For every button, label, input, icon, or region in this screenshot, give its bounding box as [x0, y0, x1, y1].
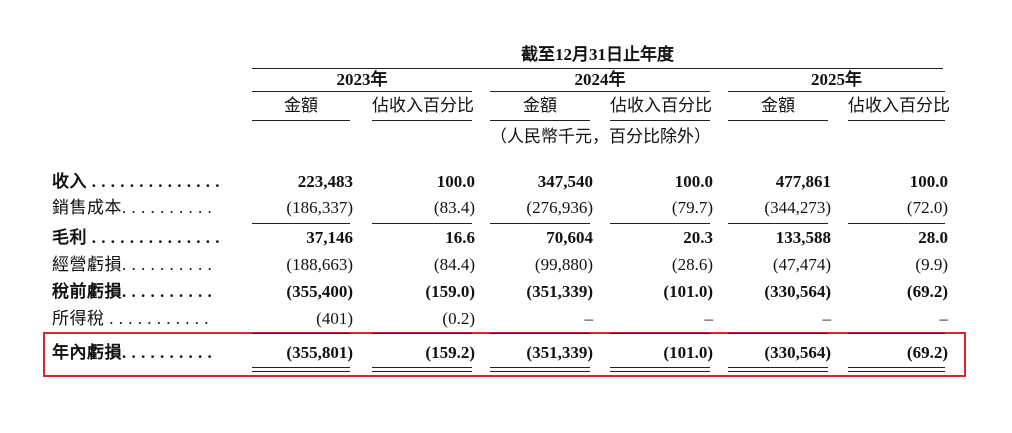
cell-value: 100.0 [436, 172, 475, 191]
cell-value: 20.3 [683, 228, 713, 247]
cell-value: (69.2) [906, 282, 948, 301]
column-header: 金額 [284, 96, 318, 115]
cell-value: 37,146 [306, 228, 353, 247]
rule [610, 367, 710, 368]
rule [848, 367, 945, 368]
cell-value: (355,400) [286, 282, 353, 301]
cell-value: (9.9) [915, 255, 948, 274]
cell-value: (69.2) [906, 343, 948, 362]
row-label: 銷售成本. . . . . . . . . . [52, 198, 213, 217]
rule [610, 333, 710, 334]
rule [728, 223, 828, 224]
cell-value: – [822, 309, 832, 328]
cell-value: (101.0) [663, 282, 713, 301]
cell-value: 16.6 [445, 228, 475, 247]
rule [610, 223, 710, 224]
row-label: 年內虧損. . . . . . . . . . [52, 343, 213, 362]
cell-value: (83.4) [433, 198, 475, 217]
rule [728, 120, 828, 121]
rule [728, 371, 828, 372]
rule [728, 367, 828, 368]
rule [610, 371, 710, 372]
cell-value: (0.2) [442, 309, 475, 328]
cell-value: 477,861 [775, 172, 831, 191]
column-header: 金額 [523, 96, 557, 115]
row-label: 所得稅 . . . . . . . . . . . [52, 309, 209, 328]
year-header: 2023年 [336, 70, 388, 89]
cell-value: 28.0 [918, 228, 948, 247]
year-header: 2024年 [574, 70, 626, 89]
cell-value: (330,564) [764, 282, 831, 301]
rule [848, 120, 945, 121]
column-header: 佔收入百分比 [848, 96, 950, 115]
cell-value: (351,339) [526, 343, 593, 362]
cell-value: (351,339) [526, 282, 593, 301]
cell-value: (276,936) [526, 198, 593, 217]
cell-value: (344,273) [764, 198, 831, 217]
rule [728, 91, 945, 92]
column-header: 佔收入百分比 [610, 96, 712, 115]
rule [372, 333, 472, 334]
cell-value: – [939, 309, 949, 328]
cell-value: 100.0 [674, 172, 713, 191]
rule [848, 371, 945, 372]
rule [490, 91, 710, 92]
rule [372, 367, 472, 368]
cell-value: (47,474) [772, 255, 831, 274]
cell-value: (79.7) [671, 198, 713, 217]
rule [490, 120, 590, 121]
rule [728, 333, 828, 334]
cell-value: 100.0 [909, 172, 948, 191]
cell-value: (28.6) [671, 255, 713, 274]
cell-value: (330,564) [764, 343, 831, 362]
rule [252, 371, 350, 372]
cell-value: 70,604 [546, 228, 593, 247]
rule [372, 223, 472, 224]
year-header: 2025年 [811, 70, 862, 89]
row-label: 毛利 . . . . . . . . . . . . . . [52, 228, 220, 247]
cell-value: (84.4) [433, 255, 475, 274]
row-label: 經營虧損. . . . . . . . . . [52, 255, 213, 274]
cell-value: (72.0) [906, 198, 948, 217]
row-label: 收入 . . . . . . . . . . . . . . [52, 172, 220, 191]
column-header: 佔收入百分比 [372, 96, 474, 115]
rule [490, 371, 590, 372]
rule [490, 367, 590, 368]
unit-note: （人民幣千元，百分比除外） [490, 127, 711, 146]
rule [252, 367, 350, 368]
rule [848, 223, 945, 224]
cell-value: (159.2) [425, 343, 475, 362]
cell-value: 133,588 [775, 228, 831, 247]
rule [372, 120, 472, 121]
cell-value: (99,880) [534, 255, 593, 274]
cell-value: 347,540 [537, 172, 593, 191]
cell-value: (188,663) [286, 255, 353, 274]
cell-value: (101.0) [663, 343, 713, 362]
cell-value: – [584, 309, 594, 328]
rule [610, 120, 710, 121]
rule [252, 223, 350, 224]
rule [848, 333, 945, 334]
rule [252, 333, 350, 334]
rule [252, 68, 943, 69]
cell-value: (401) [316, 309, 353, 328]
row-label: 稅前虧損. . . . . . . . . . [52, 282, 213, 301]
cell-value: (355,801) [286, 343, 353, 362]
column-header: 金額 [761, 96, 795, 115]
rule [252, 120, 350, 121]
rule [372, 371, 472, 372]
cell-value: (159.0) [425, 282, 475, 301]
header-title: 截至12月31日止年度 [521, 45, 674, 64]
cell-value: (186,337) [286, 198, 353, 217]
rule [252, 91, 472, 92]
rule [490, 223, 590, 224]
rule [490, 333, 590, 334]
cell-value: 223,483 [297, 172, 353, 191]
cell-value: – [704, 309, 714, 328]
